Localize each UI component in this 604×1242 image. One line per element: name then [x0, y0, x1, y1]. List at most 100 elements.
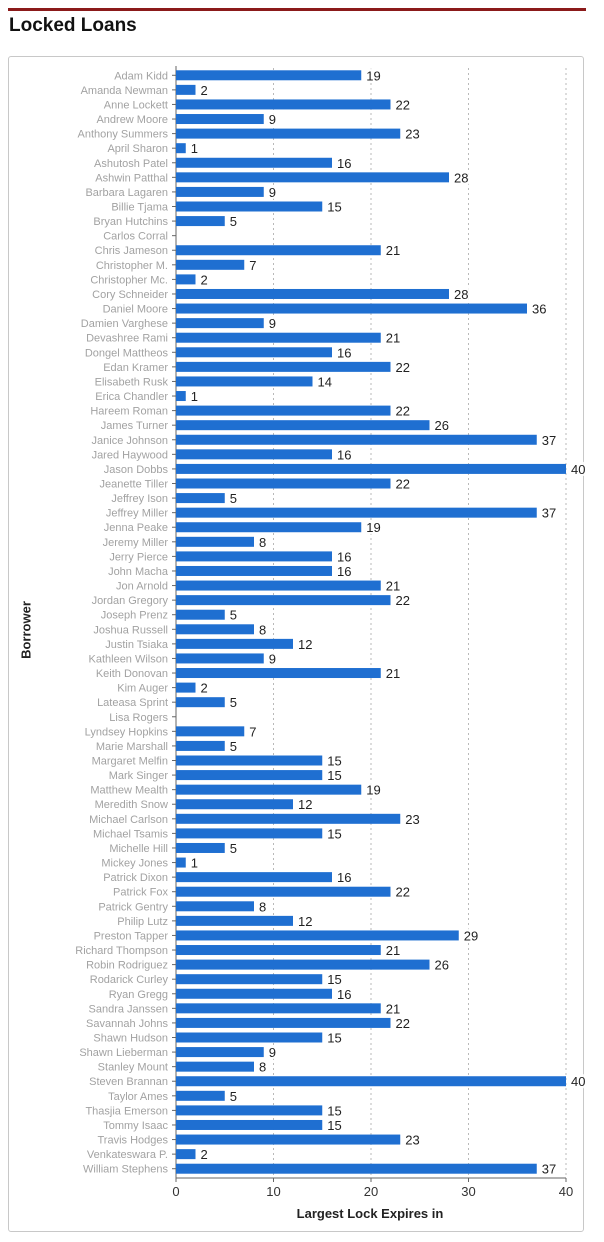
y-tick-label: Elisabeth Rusk — [95, 376, 169, 388]
bar — [176, 595, 391, 606]
bar — [176, 347, 332, 358]
data-label: 16 — [337, 564, 351, 579]
data-label: 23 — [405, 127, 419, 142]
bar — [176, 1149, 196, 1160]
data-label-bg — [392, 403, 414, 418]
y-tick-label: Michael Tsamis — [93, 828, 168, 840]
y-tick-label: Jeffrey Miller — [106, 508, 168, 520]
data-label: 12 — [298, 914, 312, 929]
bar — [176, 799, 293, 810]
data-label: 28 — [454, 287, 468, 302]
y-axis-title-wrap: Borrower — [16, 601, 36, 659]
y-tick-label: Barbara Lagaren — [85, 187, 168, 199]
bar — [176, 1061, 254, 1072]
y-tick-label: Justin Tsiaka — [105, 639, 169, 651]
data-label: 9 — [269, 112, 276, 127]
bar — [176, 288, 449, 299]
data-label: 22 — [396, 404, 410, 419]
bar — [176, 274, 196, 285]
data-label: 15 — [327, 1103, 341, 1118]
data-label-bg — [226, 738, 241, 753]
bar — [176, 449, 332, 460]
data-label: 37 — [542, 506, 556, 521]
data-label-bg — [392, 476, 414, 491]
bar — [176, 84, 196, 95]
bar — [176, 216, 225, 227]
y-tick-label: Carlos Corral — [103, 231, 168, 243]
data-label-bg — [187, 855, 202, 870]
y-tick-label: Lyndsey Hopkins — [85, 726, 169, 738]
bar — [176, 682, 196, 693]
y-tick-label: Jeremy Miller — [103, 537, 169, 549]
bar — [176, 1047, 264, 1058]
bar — [176, 901, 254, 912]
y-tick-label: Lateasa Sprint — [97, 697, 168, 709]
bar — [176, 1017, 391, 1028]
y-tick-label: Stanley Mount — [98, 1062, 168, 1074]
data-label-bg — [226, 695, 241, 710]
y-tick-label: Anthony Summers — [78, 129, 169, 141]
data-label-bg — [382, 666, 404, 681]
data-label-bg — [382, 943, 404, 958]
bar — [176, 259, 245, 270]
y-tick-label: Kim Auger — [117, 683, 168, 695]
data-label-bg — [226, 840, 241, 855]
data-label: 8 — [259, 899, 266, 914]
bar — [176, 755, 323, 766]
data-label-bg — [256, 534, 270, 549]
data-label: 12 — [298, 637, 312, 652]
data-label-bg — [568, 461, 589, 476]
y-tick-label: Ashwin Patthal — [95, 172, 168, 184]
y-tick-label: Matthew Mealth — [90, 785, 168, 797]
bar — [176, 915, 293, 926]
y-tick-label: Christopher M. — [96, 260, 168, 272]
data-label-bg — [324, 1103, 346, 1118]
bar — [176, 857, 186, 868]
data-label-bg — [402, 811, 424, 826]
data-label-bg — [265, 112, 280, 127]
bar — [176, 201, 323, 212]
data-label: 15 — [327, 754, 341, 769]
data-label-bg — [392, 884, 414, 899]
x-tick-label: 40 — [559, 1184, 573, 1199]
bar — [176, 303, 527, 314]
bar — [176, 653, 264, 664]
data-label-bg — [334, 870, 355, 885]
bar — [176, 872, 332, 883]
data-label-bg — [197, 680, 211, 695]
data-label: 22 — [396, 1016, 410, 1031]
y-tick-label: Patrick Dixon — [103, 872, 168, 884]
y-tick-label: Patrick Fox — [113, 887, 169, 899]
data-label-bg — [197, 82, 211, 97]
data-label-bg — [538, 1161, 560, 1176]
bar — [176, 70, 362, 81]
data-label-bg — [265, 651, 280, 666]
data-label-bg — [334, 447, 355, 462]
data-label: 15 — [327, 200, 341, 215]
bar — [176, 478, 391, 489]
bar — [176, 974, 323, 985]
data-label-bg — [295, 797, 316, 812]
bar — [176, 945, 381, 956]
bar — [176, 361, 391, 372]
data-label-bg — [324, 1030, 346, 1045]
data-label-bg — [226, 214, 241, 229]
y-tick-label: Mickey Jones — [101, 858, 168, 870]
bar — [176, 99, 391, 110]
data-label-bg — [265, 1045, 280, 1060]
bar — [176, 318, 264, 329]
bar — [176, 697, 225, 708]
bar — [176, 536, 254, 547]
y-tick-label: Joseph Prenz — [101, 610, 168, 622]
data-label: 23 — [405, 1133, 419, 1148]
data-label: 19 — [366, 68, 380, 83]
bar — [176, 245, 381, 256]
page-title: Locked Loans — [9, 15, 137, 36]
data-label: 21 — [386, 943, 400, 958]
data-label-bg — [324, 768, 346, 783]
data-label-bg — [256, 622, 270, 637]
bar — [176, 784, 362, 795]
data-label-bg — [324, 1117, 346, 1132]
bar — [176, 770, 323, 781]
